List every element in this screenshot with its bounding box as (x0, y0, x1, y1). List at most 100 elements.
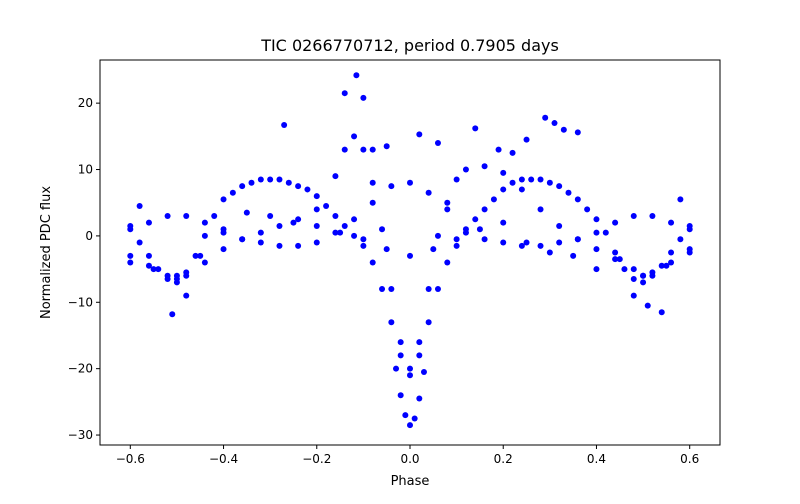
data-point (518, 186, 525, 193)
data-point (518, 242, 525, 249)
data-point (393, 365, 400, 372)
data-point (341, 146, 348, 153)
data-point (257, 229, 264, 236)
data-point (388, 286, 395, 293)
data-point (668, 219, 675, 226)
data-point (276, 242, 283, 249)
data-point (351, 133, 358, 140)
y-tick-label: −20 (68, 362, 93, 376)
data-point (285, 179, 292, 186)
data-point (360, 236, 367, 243)
data-point (546, 179, 553, 186)
data-point (490, 196, 497, 203)
data-point (341, 90, 348, 97)
data-point (481, 236, 488, 243)
data-point (556, 222, 563, 229)
data-point (257, 239, 264, 246)
data-point (220, 226, 227, 233)
data-point (462, 226, 469, 233)
data-point (537, 176, 544, 183)
data-point (183, 272, 190, 279)
data-point (313, 239, 320, 246)
data-point (407, 372, 413, 379)
data-point (537, 206, 544, 213)
data-point (551, 120, 558, 127)
data-point (248, 179, 255, 186)
data-point (630, 266, 637, 273)
data-point (616, 256, 623, 263)
data-point (416, 131, 423, 138)
data-point (281, 122, 288, 129)
data-point (411, 415, 418, 422)
data-point (593, 266, 600, 273)
data-point (276, 222, 283, 229)
data-point (164, 212, 171, 219)
data-point (593, 216, 600, 223)
data-point (304, 186, 311, 193)
x-tick-label: −0.4 (209, 452, 238, 466)
data-point (686, 226, 693, 233)
data-point (621, 266, 628, 273)
data-point (383, 246, 390, 253)
data-point (453, 176, 460, 183)
data-point (397, 392, 404, 399)
data-point (444, 206, 451, 213)
data-point (420, 368, 427, 375)
data-point (239, 183, 246, 190)
data-point (145, 262, 152, 269)
data-point (523, 239, 530, 246)
data-point (509, 149, 516, 156)
data-point (379, 286, 386, 293)
data-point (644, 302, 651, 309)
y-axis-label: Normalized PDC flux (39, 186, 54, 319)
data-point (136, 203, 143, 210)
data-point (593, 246, 600, 253)
data-point (649, 212, 656, 219)
data-point (453, 242, 460, 249)
data-point (434, 286, 441, 293)
data-point (542, 114, 549, 121)
data-point (276, 176, 283, 183)
data-point (649, 269, 656, 276)
data-point (444, 199, 451, 206)
x-tick-label: −0.2 (302, 452, 331, 466)
data-point (612, 249, 619, 256)
data-point (295, 183, 302, 190)
data-point (434, 139, 441, 146)
data-point (500, 186, 507, 193)
y-tick-label: 20 (78, 96, 93, 110)
data-point (332, 173, 339, 180)
data-point (397, 339, 404, 346)
data-point (574, 236, 581, 243)
data-point (602, 229, 609, 236)
plot-frame (99, 59, 721, 446)
data-point (434, 232, 441, 239)
data-point (145, 252, 152, 259)
data-point (360, 242, 367, 249)
data-point (267, 212, 274, 219)
data-point (612, 256, 619, 263)
data-point (155, 266, 162, 273)
y-tick-label: −30 (68, 428, 93, 442)
data-point (290, 219, 297, 226)
data-point (136, 239, 143, 246)
data-point (444, 259, 451, 266)
y-axis: −30 −20 −10 0 10 20 (68, 96, 100, 442)
data-point (565, 189, 572, 196)
data-point (537, 242, 544, 249)
data-points (127, 72, 693, 429)
data-point (584, 206, 591, 213)
data-point (388, 319, 395, 326)
data-point (630, 276, 637, 283)
data-point (593, 229, 600, 236)
data-point (668, 259, 675, 266)
data-point (351, 216, 358, 223)
data-point (127, 252, 134, 259)
data-point (416, 395, 423, 402)
y-tick-label: −10 (68, 295, 93, 309)
data-point (677, 236, 684, 243)
data-point (267, 176, 274, 183)
data-point (379, 226, 386, 233)
